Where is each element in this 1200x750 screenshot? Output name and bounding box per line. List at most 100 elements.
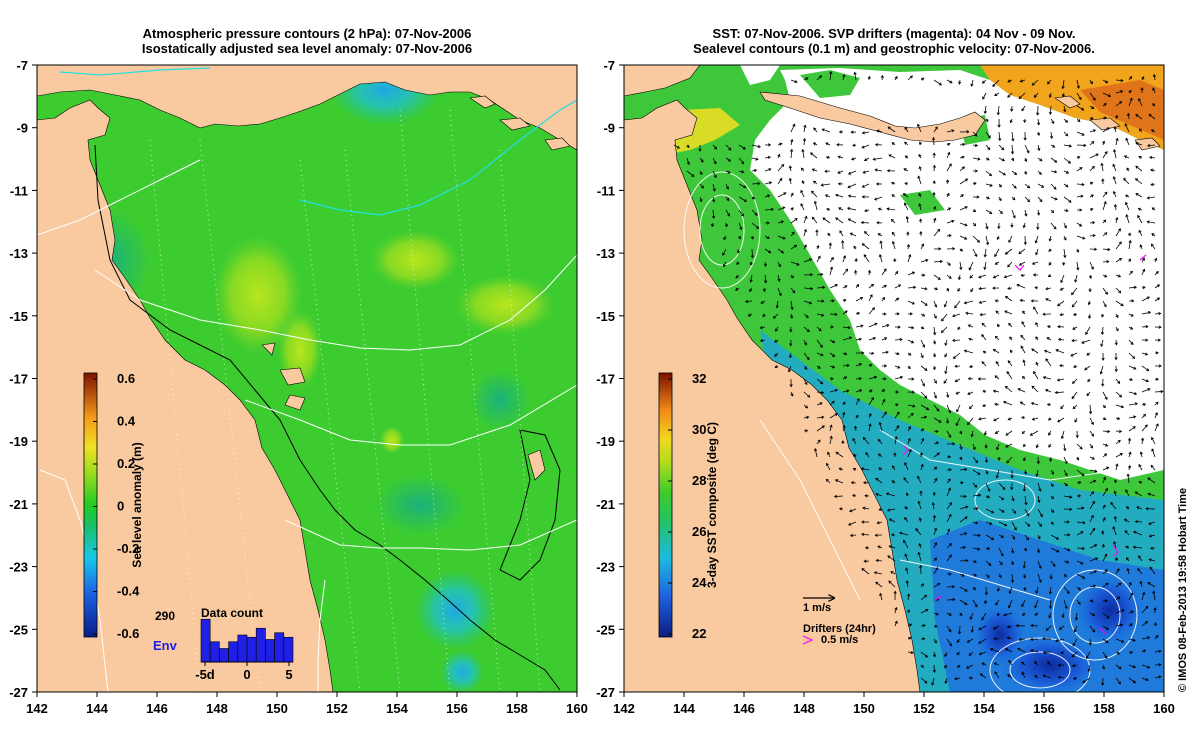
velocity-arrow <box>966 664 974 669</box>
velocity-arrow <box>879 593 883 601</box>
velocity-arrow-head <box>856 398 860 402</box>
velocity-arrow-head <box>968 652 972 656</box>
velocity-arrow <box>971 430 974 437</box>
velocity-arrow <box>1020 299 1026 302</box>
velocity-arrow <box>847 207 857 211</box>
velocity-arrow-head <box>864 546 869 550</box>
velocity-arrow <box>838 207 844 211</box>
velocity-arrow-head <box>933 395 938 399</box>
velocity-arrow <box>1032 79 1039 86</box>
velocity-arrow <box>952 339 961 341</box>
velocity-arrow <box>813 127 818 133</box>
velocity-arrow-head <box>934 380 937 384</box>
velocity-arrow-head <box>922 624 926 628</box>
velocity-arrow <box>849 508 857 512</box>
velocity-arrow <box>1128 438 1131 445</box>
velocity-arrow <box>1021 321 1026 328</box>
velocity-arrow-head <box>1106 466 1110 470</box>
velocity-arrow-head <box>699 171 703 176</box>
velocity-arrow-head <box>878 421 882 426</box>
y-tick-label: -21 <box>9 497 28 512</box>
velocity-arrow <box>825 194 831 198</box>
velocity-arrow-head <box>1036 132 1041 137</box>
velocity-arrow-head <box>1104 191 1108 195</box>
velocity-arrow-head <box>829 424 833 428</box>
velocity-arrow-head <box>847 171 852 175</box>
velocity-arrow-head <box>1031 385 1035 389</box>
velocity-arrow-head <box>911 390 915 394</box>
velocity-arrow <box>946 430 952 438</box>
velocity-arrow-head <box>1125 137 1129 141</box>
velocity-arrow <box>1147 582 1156 588</box>
velocity-arrow-head <box>1038 565 1042 569</box>
velocity-arrow <box>959 143 965 146</box>
velocity-arrow-head <box>1012 536 1015 540</box>
velocity-arrow-head <box>1066 520 1070 524</box>
velocity-arrow-head <box>1082 575 1086 579</box>
velocity-arrow-head <box>1005 432 1009 436</box>
velocity-arrow-head <box>740 213 744 217</box>
velocity-arrow <box>1112 164 1117 172</box>
velocity-arrow-head <box>800 203 804 207</box>
velocity-arrow <box>1124 530 1130 536</box>
velocity-arrow-head <box>981 334 985 338</box>
velocity-arrow-head <box>897 365 901 369</box>
velocity-arrow-head <box>996 112 1000 116</box>
velocity-arrow <box>1031 625 1039 627</box>
x-tick-label: 156 <box>446 701 468 716</box>
velocity-arrow <box>993 349 1000 354</box>
colorbar-tick-label: 0 <box>117 499 124 514</box>
velocity-arrow <box>829 352 835 357</box>
velocity-arrow-head <box>790 275 794 279</box>
velocity-arrow <box>738 209 744 217</box>
velocity-arrow-head <box>836 143 840 147</box>
velocity-arrow-head <box>1146 296 1150 300</box>
velocity-arrow-head <box>1138 481 1142 485</box>
velocity-arrow <box>1115 430 1122 432</box>
velocity-arrow <box>751 209 758 216</box>
velocity-arrow-head <box>947 478 951 482</box>
right-colorbar <box>658 372 673 638</box>
velocity-arrow <box>881 399 886 406</box>
velocity-arrow-head <box>1140 87 1144 91</box>
velocity-arrow-head <box>691 173 695 177</box>
velocity-arrow-head <box>847 218 851 222</box>
velocity-arrow-head <box>1116 651 1121 655</box>
velocity-arrow <box>998 508 1005 513</box>
velocity-arrow <box>959 468 967 471</box>
velocity-arrow-head <box>861 195 865 199</box>
colorbar-tick-label: 0.6 <box>117 371 135 386</box>
velocity-arrow <box>1076 167 1083 172</box>
velocity-arrow-head <box>821 299 825 303</box>
velocity-arrow-head <box>766 236 770 239</box>
velocity-arrow <box>788 365 792 372</box>
velocity-arrow-head <box>1008 239 1012 244</box>
velocity-arrow-head <box>1139 244 1143 248</box>
velocity-arrow <box>1154 312 1161 315</box>
velocity-arrow-head <box>1104 553 1108 557</box>
velocity-arrow-head <box>878 467 882 471</box>
velocity-arrow-head <box>1007 360 1011 364</box>
velocity-arrow <box>1137 215 1143 224</box>
velocity-arrow <box>1089 480 1096 484</box>
velocity-arrow-head <box>1037 499 1041 503</box>
colorbar-tick-label: 30 <box>692 422 706 437</box>
velocity-arrow-head <box>984 600 988 605</box>
velocity-arrow-head <box>723 236 727 241</box>
velocity-arrow <box>917 124 922 133</box>
velocity-arrow <box>842 390 849 393</box>
velocity-arrow <box>842 326 851 329</box>
velocity-arrow <box>1141 438 1144 445</box>
velocity-arrow-head <box>935 612 939 616</box>
velocity-arrow <box>1140 451 1143 458</box>
right-sst-cold-eddy-3 <box>970 600 1030 670</box>
velocity-arrow <box>1018 92 1026 99</box>
velocity-arrow-head <box>1124 123 1128 127</box>
velocity-arrow-head <box>1091 456 1095 460</box>
velocity-arrow <box>1011 547 1014 554</box>
velocity-arrow-head <box>817 439 821 443</box>
velocity-arrow-head <box>925 258 929 262</box>
velocity-arrow <box>738 222 742 230</box>
velocity-arrow <box>1037 118 1040 125</box>
velocity-arrow-head <box>1100 331 1105 336</box>
